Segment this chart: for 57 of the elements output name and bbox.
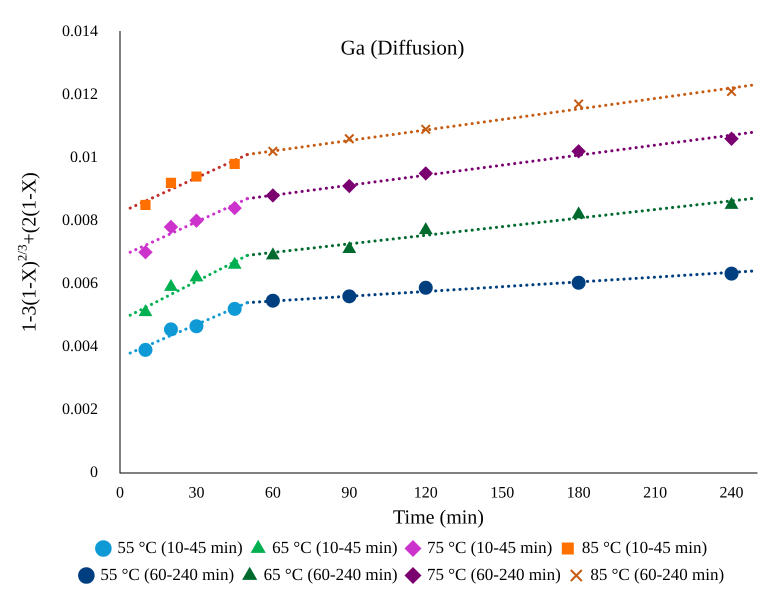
point	[138, 245, 152, 260]
legend-label: 75 °C (10-45 min)	[427, 538, 552, 557]
point	[420, 124, 432, 135]
point	[724, 132, 739, 146]
y-tick-label: 0.006	[62, 274, 98, 292]
legend-label: 55 °C (10-45 min)	[117, 538, 243, 557]
point	[166, 178, 176, 188]
point	[342, 289, 356, 304]
point	[342, 242, 356, 254]
point	[418, 280, 433, 295]
y-tick-label: 0.014	[62, 22, 98, 40]
y-tick-label: 0.004	[62, 338, 98, 355]
point	[573, 98, 584, 110]
y-tick-label: 0.002	[62, 400, 98, 418]
x-tick-label: 150	[490, 484, 514, 502]
point	[572, 144, 586, 158]
legend-label: 85 °C (60-240 min)	[590, 564, 724, 584]
legend-label: 75 °C (60-240 min)	[427, 564, 561, 584]
x-tick-label: 90	[341, 484, 358, 502]
x-tick-label: 30	[188, 484, 204, 502]
point	[342, 179, 356, 194]
point	[138, 342, 152, 357]
point	[268, 146, 278, 157]
y-tick-label: 0.01	[70, 148, 98, 166]
legend-label: 65 °C (60-240 min)	[264, 564, 398, 584]
point	[726, 86, 737, 97]
legend-label: 85 °C (10-45 min)	[582, 538, 708, 557]
y-tick-label: 0.008	[62, 212, 98, 229]
point	[228, 201, 242, 216]
legend-label: 65 °C (10-45 min)	[272, 538, 398, 557]
point	[266, 294, 280, 308]
point	[138, 304, 152, 316]
point	[189, 319, 204, 334]
point	[191, 171, 202, 182]
y-tick-label: 0.012	[62, 86, 98, 103]
point	[572, 276, 586, 290]
x-tick-label: 240	[720, 484, 744, 502]
y-tick-label: 0	[90, 464, 98, 482]
point	[228, 302, 242, 316]
chart-title: Ga (Diffusion)	[340, 36, 464, 60]
point	[724, 266, 739, 281]
x-tick-label: 180	[566, 484, 591, 502]
legend-label: 55 °C (60-240 min)	[100, 564, 234, 584]
point	[140, 200, 151, 210]
y-axis-title: 1-3(1-X)2/3+(2(1-X)	[14, 172, 40, 332]
point	[189, 214, 204, 228]
point	[164, 322, 178, 336]
point	[164, 220, 178, 234]
point	[230, 158, 240, 170]
x-tick-label: 120	[414, 484, 438, 502]
x-tick-label: 210	[643, 484, 668, 502]
x-axis-title: Time (min)	[393, 506, 484, 528]
x-tick-label: 60	[264, 484, 281, 502]
point	[266, 188, 280, 202]
point	[344, 134, 355, 144]
x-tick-label: 0	[116, 484, 124, 502]
point	[418, 166, 433, 180]
